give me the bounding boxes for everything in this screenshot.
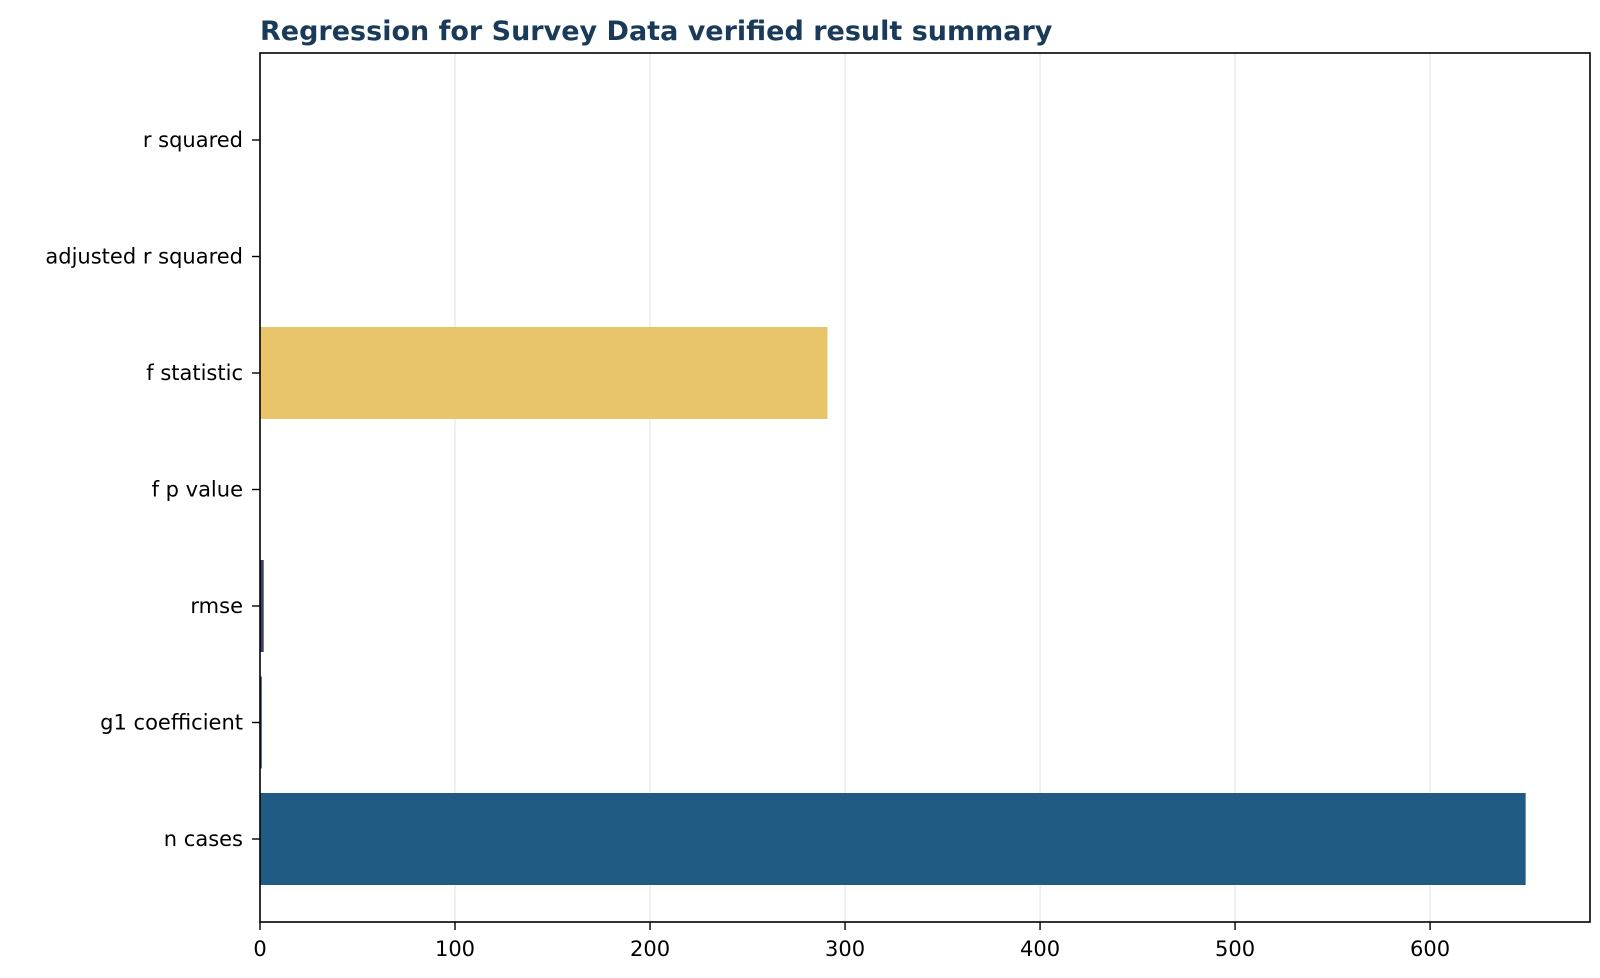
x-tick-label: 500 xyxy=(1215,937,1255,961)
bar xyxy=(260,793,1526,885)
bar xyxy=(260,560,264,652)
bars xyxy=(260,94,1526,885)
x-tick-label: 200 xyxy=(630,937,670,961)
y-tick-label: f statistic xyxy=(146,361,243,385)
grid xyxy=(454,53,1431,922)
chart-title: Regression for Survey Data verified resu… xyxy=(260,16,1053,47)
y-axis: r squared adjusted r squared f statistic f … xyxy=(45,128,260,851)
y-tick-label: g1 coefficient xyxy=(100,711,243,735)
y-tick-label: n cases xyxy=(164,827,243,851)
y-tick-label: adjusted r squared xyxy=(45,245,243,269)
x-tick-label: 400 xyxy=(1020,937,1060,961)
bar xyxy=(260,676,262,769)
bar xyxy=(260,327,828,419)
y-tick-label: rmse xyxy=(190,594,243,618)
x-axis: 0 100 200 300 400 500 600 xyxy=(253,922,1450,961)
x-tick-label: 0 xyxy=(253,937,266,961)
x-tick-label: 100 xyxy=(435,937,475,961)
plot-frame xyxy=(259,52,1591,923)
x-tick-label: 300 xyxy=(825,937,865,961)
x-tick-label: 600 xyxy=(1410,937,1450,961)
y-tick-label: r squared xyxy=(143,128,243,152)
y-tick-label: f p value xyxy=(152,478,243,502)
